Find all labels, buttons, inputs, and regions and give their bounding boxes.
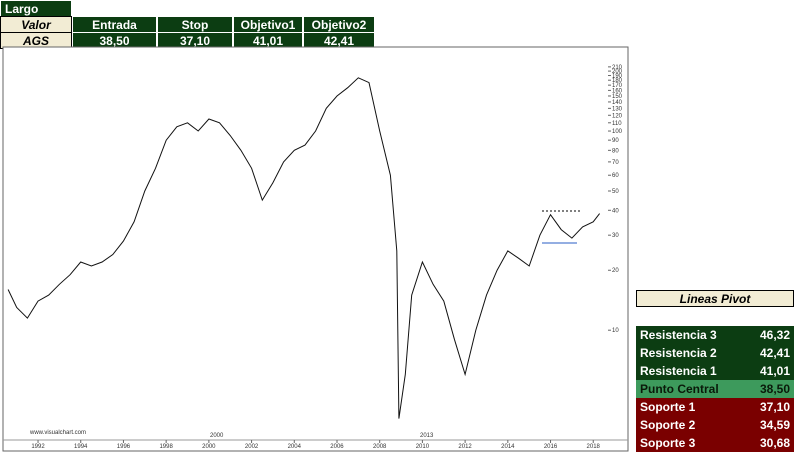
x-tick-label: 1994 xyxy=(74,444,88,450)
y-tick-label: 150 xyxy=(612,94,623,100)
column-header: Valor xyxy=(0,16,72,33)
period-label: 2013 xyxy=(420,433,434,439)
y-tick-label: 110 xyxy=(612,121,622,127)
chart-frame xyxy=(2,46,629,452)
y-tick-label: 70 xyxy=(612,160,619,166)
pivot-value: 34,59 xyxy=(759,418,790,432)
pivot-row: Soporte 3 30,68 xyxy=(636,434,794,452)
pivot-row: Resistencia 2 42,41 xyxy=(636,344,794,362)
pivot-row: Punto Central 38,50 xyxy=(636,380,794,398)
y-tick-label: 190 xyxy=(612,74,623,80)
y-tick-label: 170 xyxy=(612,83,623,89)
y-tick-label: 160 xyxy=(612,88,623,94)
x-tick-label: 1996 xyxy=(117,444,131,450)
x-tick-label: 2012 xyxy=(458,444,472,450)
pivot-title: Lineas Pivot xyxy=(636,290,794,307)
y-tick-label: 100 xyxy=(612,129,623,135)
y-tick-label: 90 xyxy=(612,138,619,144)
pivot-label: Resistencia 3 xyxy=(640,328,717,342)
pivot-row: Soporte 2 34,59 xyxy=(636,416,794,434)
y-tick-label: 130 xyxy=(612,106,623,112)
pivot-value: 38,50 xyxy=(759,382,790,396)
x-tick-label: 2014 xyxy=(501,444,515,450)
pivot-row: Soporte 1 37,10 xyxy=(636,398,794,416)
x-tick-label: 2002 xyxy=(245,444,259,450)
y-tick-label: 60 xyxy=(612,173,619,179)
column-header: Stop xyxy=(157,16,233,33)
pivot-label: Resistencia 1 xyxy=(640,364,717,378)
y-tick-label: 140 xyxy=(612,100,623,106)
y-tick-label: 40 xyxy=(612,208,619,214)
cell: AGS xyxy=(0,32,72,49)
y-tick-label: 10 xyxy=(612,328,619,334)
column-header: Objetivo2 xyxy=(303,16,375,33)
price-line xyxy=(7,77,600,419)
pivot-label: Soporte 2 xyxy=(640,418,696,432)
pivot-value: 46,32 xyxy=(759,328,790,342)
pivot-label: Resistencia 2 xyxy=(640,346,717,360)
period-label: 2000 xyxy=(210,433,224,439)
x-tick-label: 2008 xyxy=(373,444,387,450)
pivot-value: 30,68 xyxy=(759,436,790,450)
pivot-label: Soporte 3 xyxy=(640,436,696,450)
y-tick-label: 80 xyxy=(612,148,619,154)
pivot-label: Soporte 1 xyxy=(640,400,696,414)
x-tick-label: 2004 xyxy=(288,444,302,450)
y-tick-label: 210 xyxy=(612,65,623,71)
x-tick-label: 1992 xyxy=(31,444,45,450)
x-tick-label: 2006 xyxy=(330,444,344,450)
y-tick-label: 20 xyxy=(612,268,619,274)
column-header: Objetivo1 xyxy=(233,16,303,33)
y-tick-label: 180 xyxy=(612,78,623,84)
pivot-row: Resistencia 3 46,32 xyxy=(636,326,794,344)
pivot-row: Resistencia 1 41,01 xyxy=(636,362,794,380)
watermark: www.visualchart.com xyxy=(29,430,86,436)
x-tick-label: 2018 xyxy=(587,444,601,450)
x-tick-label: 2010 xyxy=(416,444,430,450)
x-tick-label: 2000 xyxy=(202,444,216,450)
pivot-label: Punto Central xyxy=(640,382,719,396)
y-tick-label: 30 xyxy=(612,233,619,239)
pivot-value: 41,01 xyxy=(759,364,790,378)
pivot-value: 42,41 xyxy=(759,346,790,360)
y-tick-label: 120 xyxy=(612,113,623,119)
x-tick-label: 2016 xyxy=(544,444,558,450)
y-tick-label: 50 xyxy=(612,189,619,195)
pivot-value: 37,10 xyxy=(759,400,790,414)
x-tick-label: 1998 xyxy=(159,444,173,450)
y-tick-label: 200 xyxy=(612,69,623,75)
